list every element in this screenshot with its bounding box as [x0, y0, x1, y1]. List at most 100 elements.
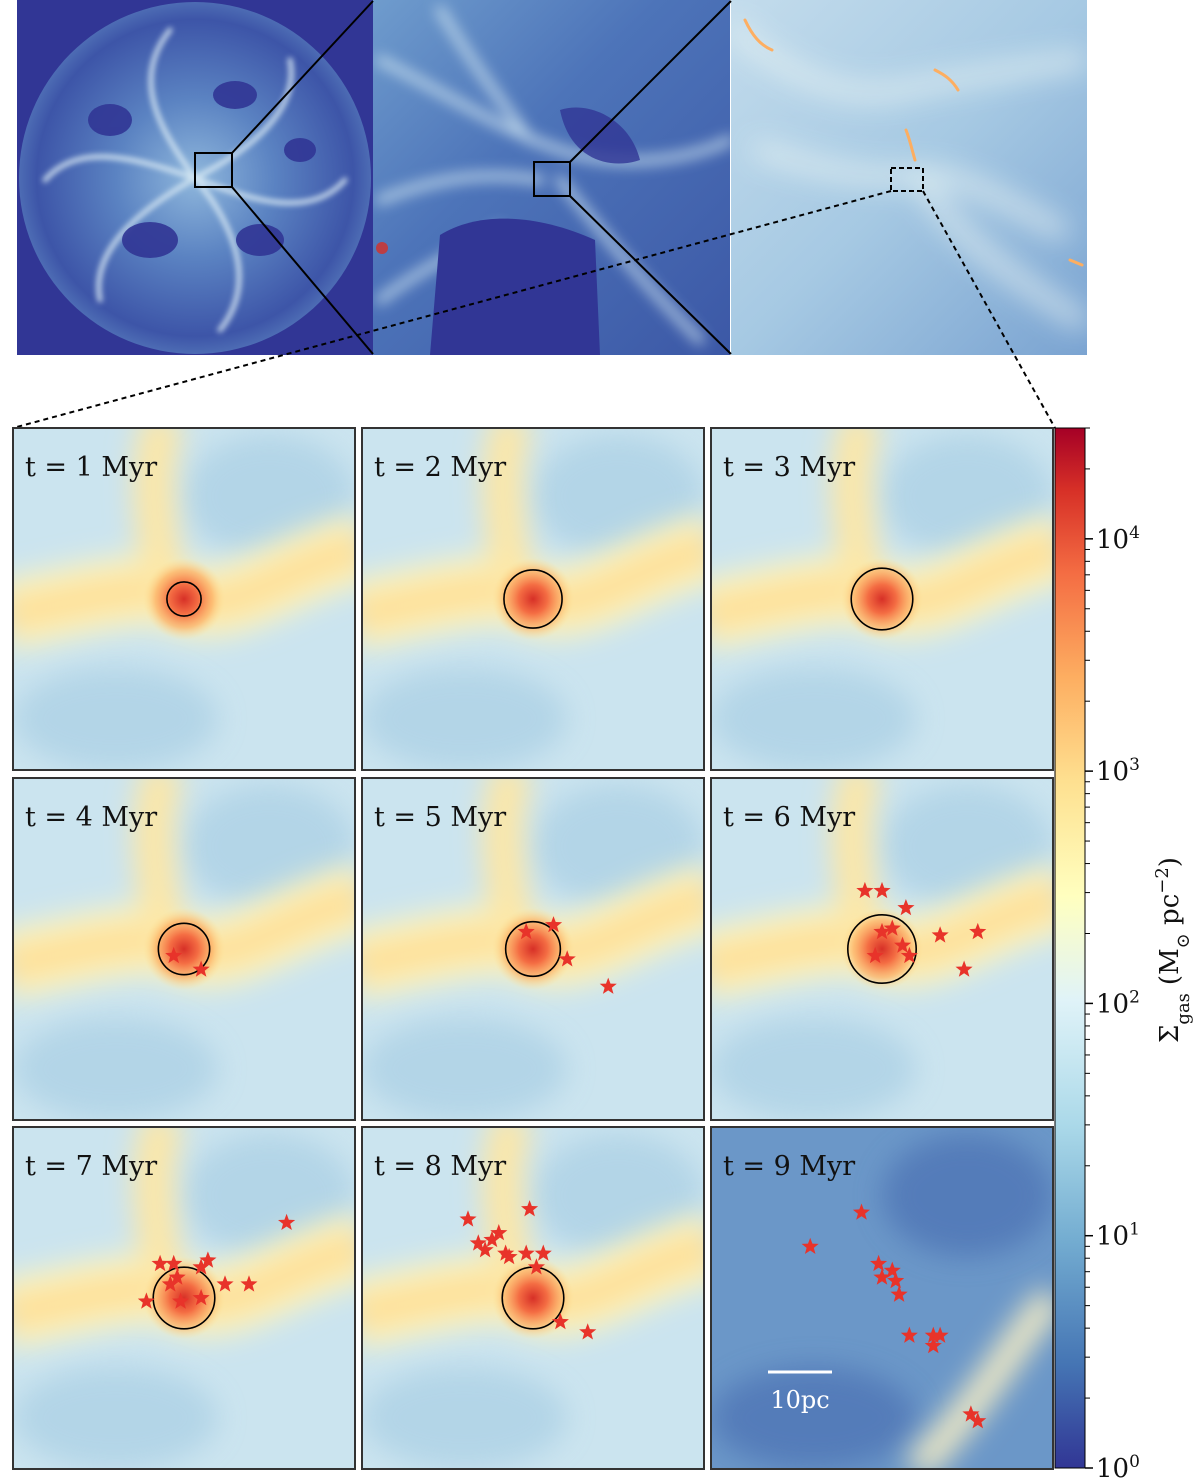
star-particle — [192, 960, 210, 977]
star-particle — [897, 899, 915, 916]
colorbar-label-exponent: −2 — [1152, 867, 1173, 894]
star-particle — [962, 1405, 980, 1422]
star-particle — [883, 1261, 901, 1278]
snapshot-panel: t = 5 Myr — [361, 777, 705, 1121]
star-particle — [883, 919, 901, 936]
star-particle — [165, 1254, 183, 1272]
colorbar: 100 101 102 103 104 Σgas (M⊙ pc−2) — [1054, 427, 1194, 1482]
collapse-region-circle — [503, 569, 563, 629]
star-particle — [969, 922, 987, 940]
colorbar-label-symbol: Σ — [1155, 1025, 1185, 1043]
star-particle — [873, 881, 891, 899]
snapshot-time-label: t = 4 Myr — [25, 802, 157, 833]
collapse-region-circle — [152, 1266, 216, 1330]
star-particle — [517, 922, 535, 940]
colorbar-label-units-tail: pc — [1155, 894, 1185, 933]
star-particle — [801, 1237, 819, 1254]
snapshot-time-label: t = 5 Myr — [374, 802, 506, 833]
star-particle — [890, 1285, 908, 1302]
star-particle — [873, 1268, 891, 1285]
colorbar-label-units: (M — [1155, 948, 1185, 985]
star-particle — [931, 926, 949, 943]
snapshot-time-label: t = 3 Myr — [723, 452, 855, 483]
star-particle — [924, 1326, 942, 1343]
snapshot-panel: t = 6 Myr — [710, 777, 1054, 1121]
star-particle — [151, 1254, 169, 1272]
star-particle — [137, 1292, 155, 1309]
colorbar-tick-label: 103 — [1096, 755, 1140, 787]
colorbar-tick-label: 101 — [1096, 1220, 1140, 1252]
star-particle — [873, 922, 891, 940]
colorbar-tick-label: 104 — [1096, 523, 1140, 555]
star-particle — [579, 1323, 597, 1340]
star-particle — [459, 1210, 477, 1227]
snapshot-time-label: t = 2 Myr — [374, 452, 506, 483]
collapse-region-circle — [157, 922, 211, 976]
star-particle — [469, 1234, 487, 1251]
colorbar-label: Σgas (M⊙ pc−2) — [1152, 857, 1194, 1043]
snapshot-panel: t = 1 Myr — [12, 427, 356, 771]
colorbar-ticks: 100 101 102 103 104 — [1085, 427, 1140, 1482]
overview-row — [12, 0, 1087, 429]
zoom-connectors — [12, 0, 1056, 429]
star-particle — [199, 1251, 217, 1268]
galaxy-disk-panel — [17, 0, 373, 355]
star-particle — [545, 916, 563, 933]
star-particle — [924, 1336, 942, 1354]
star-particle — [856, 881, 874, 899]
scale-bar-label: 10pc — [770, 1386, 829, 1414]
star-particle — [931, 1326, 949, 1343]
zoom-region-2-panel — [731, 0, 1087, 355]
snapshot-panel: t = 2 Myr — [361, 427, 705, 771]
star-particle — [483, 1230, 501, 1248]
star-particle — [165, 946, 183, 964]
snapshot-time-label: t = 7 Myr — [25, 1151, 157, 1182]
colorbar-label-close: ) — [1155, 857, 1185, 867]
star-particle — [476, 1241, 494, 1258]
collapse-region-circle — [504, 920, 562, 978]
snapshot-time-label: t = 8 Myr — [374, 1151, 506, 1182]
star-particle — [192, 1289, 210, 1306]
colorbar-label-units-sub: ⊙ — [1173, 933, 1194, 948]
collapse-region-circle — [850, 567, 914, 631]
star-particle — [278, 1213, 296, 1230]
collapse-region-circle — [166, 581, 202, 617]
star-particle — [527, 1258, 545, 1275]
colorbar-gradient — [1054, 427, 1086, 1469]
star-particle — [551, 1312, 569, 1330]
collapse-region-circle — [846, 913, 917, 984]
star-particle — [969, 1412, 987, 1429]
star-particle — [192, 1258, 210, 1275]
star-particle — [521, 1200, 539, 1217]
star-particle — [497, 1244, 515, 1261]
star-particle — [866, 946, 884, 964]
star-particle — [887, 1271, 905, 1289]
zoom-region-1-panel — [373, 0, 730, 355]
snapshot-panel: t = 9 Myr — [710, 1126, 1054, 1470]
star-particle — [168, 1268, 186, 1285]
star-particle — [599, 977, 617, 994]
snapshot-time-label: t = 9 Myr — [723, 1151, 855, 1182]
snapshot-time-label: t = 6 Myr — [723, 802, 855, 833]
star-particle — [517, 1244, 535, 1261]
snapshot-time-label: t = 1 Myr — [25, 452, 157, 483]
star-particle — [870, 1254, 888, 1272]
snapshot-grid: t = 1 Myr t = 2 Myr t = 3 Myr t = 4 Myr t = … — [12, 427, 1054, 1470]
snapshot-panel: t = 3 Myr — [710, 427, 1054, 771]
star-particle — [172, 1292, 190, 1309]
star-particle — [955, 960, 973, 977]
snapshot-panel: t = 7 Myr — [12, 1126, 356, 1470]
scale-bar: 10pc — [768, 1370, 832, 1414]
star-particle — [161, 1275, 179, 1292]
star-particle — [534, 1244, 552, 1261]
snapshot-panel: t = 8 Myr — [361, 1126, 705, 1470]
star-particle — [900, 1326, 918, 1343]
star-particle — [558, 950, 576, 967]
star-particle — [240, 1275, 258, 1292]
colorbar-label-subscript: gas — [1173, 993, 1194, 1025]
colorbar-tick-label: 100 — [1096, 1452, 1140, 1482]
star-particle — [894, 936, 912, 953]
star-particle — [500, 1248, 518, 1265]
snapshot-panel: t = 4 Myr — [12, 777, 356, 1121]
